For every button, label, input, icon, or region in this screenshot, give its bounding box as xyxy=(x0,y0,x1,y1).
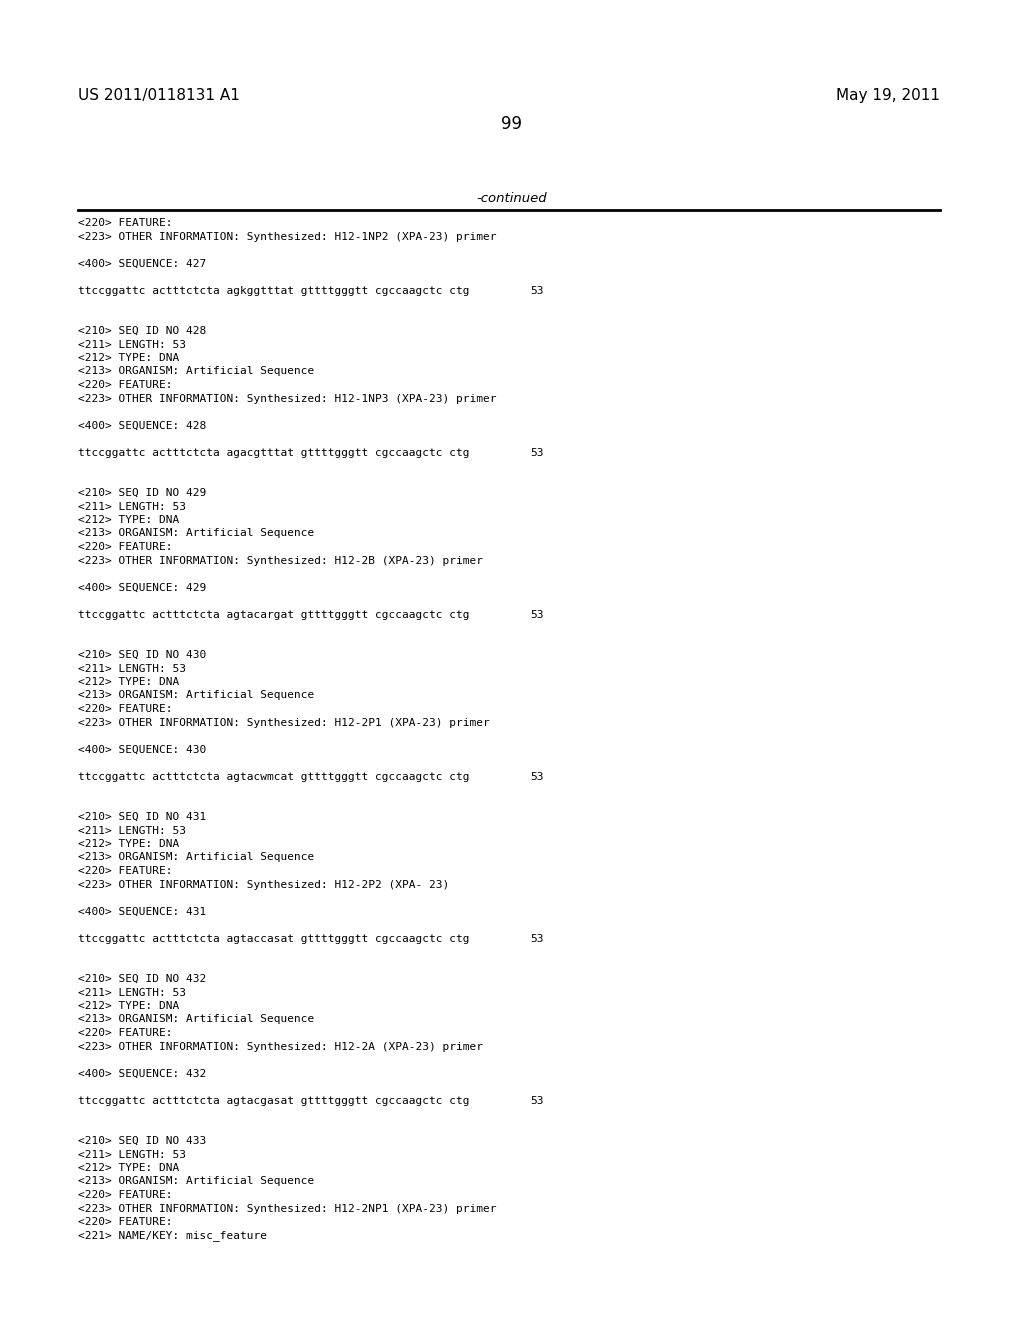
Text: <210> SEQ ID NO 433: <210> SEQ ID NO 433 xyxy=(78,1137,206,1146)
Text: -continued: -continued xyxy=(477,191,547,205)
Text: <211> LENGTH: 53: <211> LENGTH: 53 xyxy=(78,1150,186,1159)
Text: <400> SEQUENCE: 431: <400> SEQUENCE: 431 xyxy=(78,907,206,916)
Text: <400> SEQUENCE: 429: <400> SEQUENCE: 429 xyxy=(78,582,206,593)
Text: <213> ORGANISM: Artificial Sequence: <213> ORGANISM: Artificial Sequence xyxy=(78,367,314,376)
Text: <212> TYPE: DNA: <212> TYPE: DNA xyxy=(78,1001,179,1011)
Text: <220> FEATURE:: <220> FEATURE: xyxy=(78,543,172,552)
Text: <220> FEATURE:: <220> FEATURE: xyxy=(78,380,172,389)
Text: 53: 53 xyxy=(530,447,544,458)
Text: <223> OTHER INFORMATION: Synthesized: H12-2B (XPA-23) primer: <223> OTHER INFORMATION: Synthesized: H1… xyxy=(78,556,483,565)
Text: <213> ORGANISM: Artificial Sequence: <213> ORGANISM: Artificial Sequence xyxy=(78,690,314,701)
Text: <223> OTHER INFORMATION: Synthesized: H12-2P1 (XPA-23) primer: <223> OTHER INFORMATION: Synthesized: H1… xyxy=(78,718,489,727)
Text: <400> SEQUENCE: 430: <400> SEQUENCE: 430 xyxy=(78,744,206,755)
Text: 53: 53 xyxy=(530,933,544,944)
Text: 53: 53 xyxy=(530,285,544,296)
Text: <213> ORGANISM: Artificial Sequence: <213> ORGANISM: Artificial Sequence xyxy=(78,1176,314,1187)
Text: ttccggattc actttctcta agkggtttat gttttgggtt cgccaagctc ctg: ttccggattc actttctcta agkggtttat gttttgg… xyxy=(78,285,469,296)
Text: <210> SEQ ID NO 429: <210> SEQ ID NO 429 xyxy=(78,488,206,498)
Text: <212> TYPE: DNA: <212> TYPE: DNA xyxy=(78,1163,179,1173)
Text: ttccggattc actttctcta agtacargat gttttgggtt cgccaagctc ctg: ttccggattc actttctcta agtacargat gttttgg… xyxy=(78,610,469,619)
Text: <220> FEATURE:: <220> FEATURE: xyxy=(78,218,172,228)
Text: 99: 99 xyxy=(502,115,522,133)
Text: 53: 53 xyxy=(530,771,544,781)
Text: <213> ORGANISM: Artificial Sequence: <213> ORGANISM: Artificial Sequence xyxy=(78,1015,314,1024)
Text: <212> TYPE: DNA: <212> TYPE: DNA xyxy=(78,515,179,525)
Text: <210> SEQ ID NO 430: <210> SEQ ID NO 430 xyxy=(78,649,206,660)
Text: ttccggattc actttctcta agtacgasat gttttgggtt cgccaagctc ctg: ttccggattc actttctcta agtacgasat gttttgg… xyxy=(78,1096,469,1106)
Text: 53: 53 xyxy=(530,610,544,619)
Text: <400> SEQUENCE: 432: <400> SEQUENCE: 432 xyxy=(78,1068,206,1078)
Text: <400> SEQUENCE: 427: <400> SEQUENCE: 427 xyxy=(78,259,206,268)
Text: <211> LENGTH: 53: <211> LENGTH: 53 xyxy=(78,502,186,511)
Text: <210> SEQ ID NO 431: <210> SEQ ID NO 431 xyxy=(78,812,206,822)
Text: <211> LENGTH: 53: <211> LENGTH: 53 xyxy=(78,825,186,836)
Text: <212> TYPE: DNA: <212> TYPE: DNA xyxy=(78,677,179,686)
Text: <220> FEATURE:: <220> FEATURE: xyxy=(78,1217,172,1228)
Text: <211> LENGTH: 53: <211> LENGTH: 53 xyxy=(78,339,186,350)
Text: 53: 53 xyxy=(530,1096,544,1106)
Text: <220> FEATURE:: <220> FEATURE: xyxy=(78,866,172,876)
Text: <220> FEATURE:: <220> FEATURE: xyxy=(78,704,172,714)
Text: US 2011/0118131 A1: US 2011/0118131 A1 xyxy=(78,88,240,103)
Text: <223> OTHER INFORMATION: Synthesized: H12-2P2 (XPA- 23): <223> OTHER INFORMATION: Synthesized: H1… xyxy=(78,879,450,890)
Text: <210> SEQ ID NO 432: <210> SEQ ID NO 432 xyxy=(78,974,206,983)
Text: ttccggattc actttctcta agacgtttat gttttgggtt cgccaagctc ctg: ttccggattc actttctcta agacgtttat gttttgg… xyxy=(78,447,469,458)
Text: <220> FEATURE:: <220> FEATURE: xyxy=(78,1191,172,1200)
Text: <213> ORGANISM: Artificial Sequence: <213> ORGANISM: Artificial Sequence xyxy=(78,528,314,539)
Text: <212> TYPE: DNA: <212> TYPE: DNA xyxy=(78,352,179,363)
Text: May 19, 2011: May 19, 2011 xyxy=(836,88,940,103)
Text: <221> NAME/KEY: misc_feature: <221> NAME/KEY: misc_feature xyxy=(78,1230,267,1241)
Text: <211> LENGTH: 53: <211> LENGTH: 53 xyxy=(78,664,186,673)
Text: <223> OTHER INFORMATION: Synthesized: H12-2NP1 (XPA-23) primer: <223> OTHER INFORMATION: Synthesized: H1… xyxy=(78,1204,497,1213)
Text: <223> OTHER INFORMATION: Synthesized: H12-2A (XPA-23) primer: <223> OTHER INFORMATION: Synthesized: H1… xyxy=(78,1041,483,1052)
Text: <211> LENGTH: 53: <211> LENGTH: 53 xyxy=(78,987,186,998)
Text: <223> OTHER INFORMATION: Synthesized: H12-1NP2 (XPA-23) primer: <223> OTHER INFORMATION: Synthesized: H1… xyxy=(78,231,497,242)
Text: <212> TYPE: DNA: <212> TYPE: DNA xyxy=(78,840,179,849)
Text: <210> SEQ ID NO 428: <210> SEQ ID NO 428 xyxy=(78,326,206,337)
Text: <400> SEQUENCE: 428: <400> SEQUENCE: 428 xyxy=(78,421,206,430)
Text: <220> FEATURE:: <220> FEATURE: xyxy=(78,1028,172,1038)
Text: ttccggattc actttctcta agtaccasat gttttgggtt cgccaagctc ctg: ttccggattc actttctcta agtaccasat gttttgg… xyxy=(78,933,469,944)
Text: <223> OTHER INFORMATION: Synthesized: H12-1NP3 (XPA-23) primer: <223> OTHER INFORMATION: Synthesized: H1… xyxy=(78,393,497,404)
Text: ttccggattc actttctcta agtacwmcat gttttgggtt cgccaagctc ctg: ttccggattc actttctcta agtacwmcat gttttgg… xyxy=(78,771,469,781)
Text: <213> ORGANISM: Artificial Sequence: <213> ORGANISM: Artificial Sequence xyxy=(78,853,314,862)
